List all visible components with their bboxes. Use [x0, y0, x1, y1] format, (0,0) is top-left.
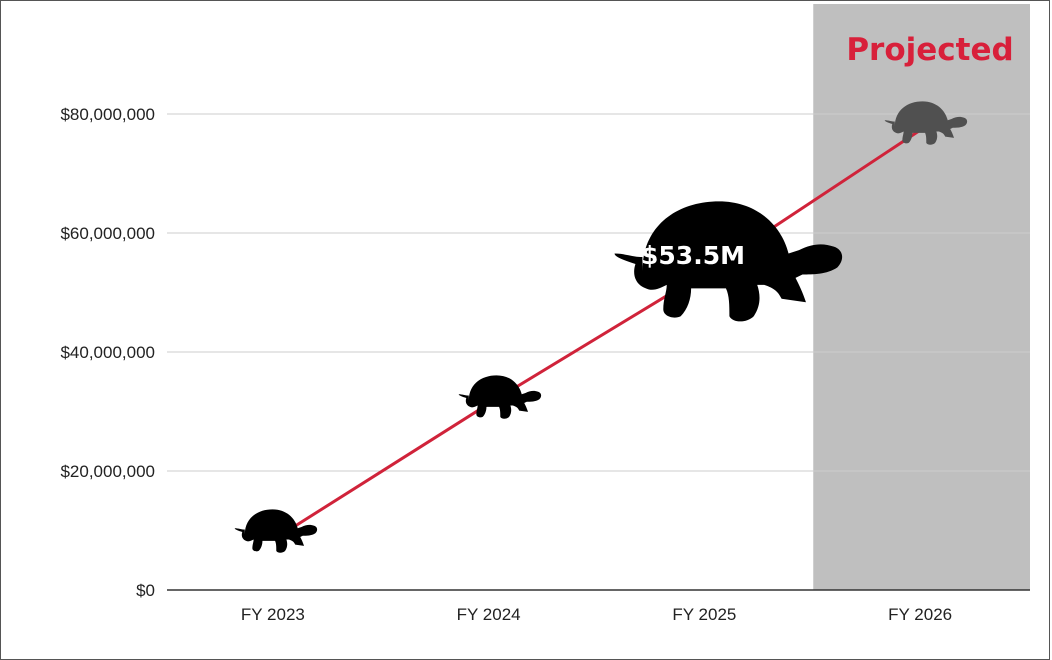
projected-band — [813, 4, 1030, 590]
tortoise-icon — [234, 509, 318, 553]
y-tick-label: $20,000,000 — [60, 462, 155, 481]
x-tick-label: FY 2025 — [672, 605, 736, 624]
y-axis-ticks: $0 $20,000,000 $40,000,000 $60,000,000 $80,0… — [60, 105, 155, 600]
tortoise-icon — [458, 375, 542, 419]
series-line-path — [284, 127, 923, 534]
x-axis-ticks: FY 2023 FY 2024 FY 2025 FY 2026 — [241, 605, 952, 624]
x-tick-label: FY 2026 — [888, 605, 952, 624]
projected-label: Projected — [846, 32, 1013, 68]
y-tick-label: $40,000,000 — [60, 343, 155, 362]
x-tick-label: FY 2023 — [241, 605, 305, 624]
series-line — [284, 127, 923, 534]
y-tick-label: $80,000,000 — [60, 105, 155, 124]
x-tick-label: FY 2024 — [457, 605, 521, 624]
data-label-fy2025: $53.5M — [641, 241, 745, 270]
y-tick-label: $60,000,000 — [60, 224, 155, 243]
y-tick-label: $0 — [136, 581, 155, 600]
gridlines — [167, 113, 1030, 472]
